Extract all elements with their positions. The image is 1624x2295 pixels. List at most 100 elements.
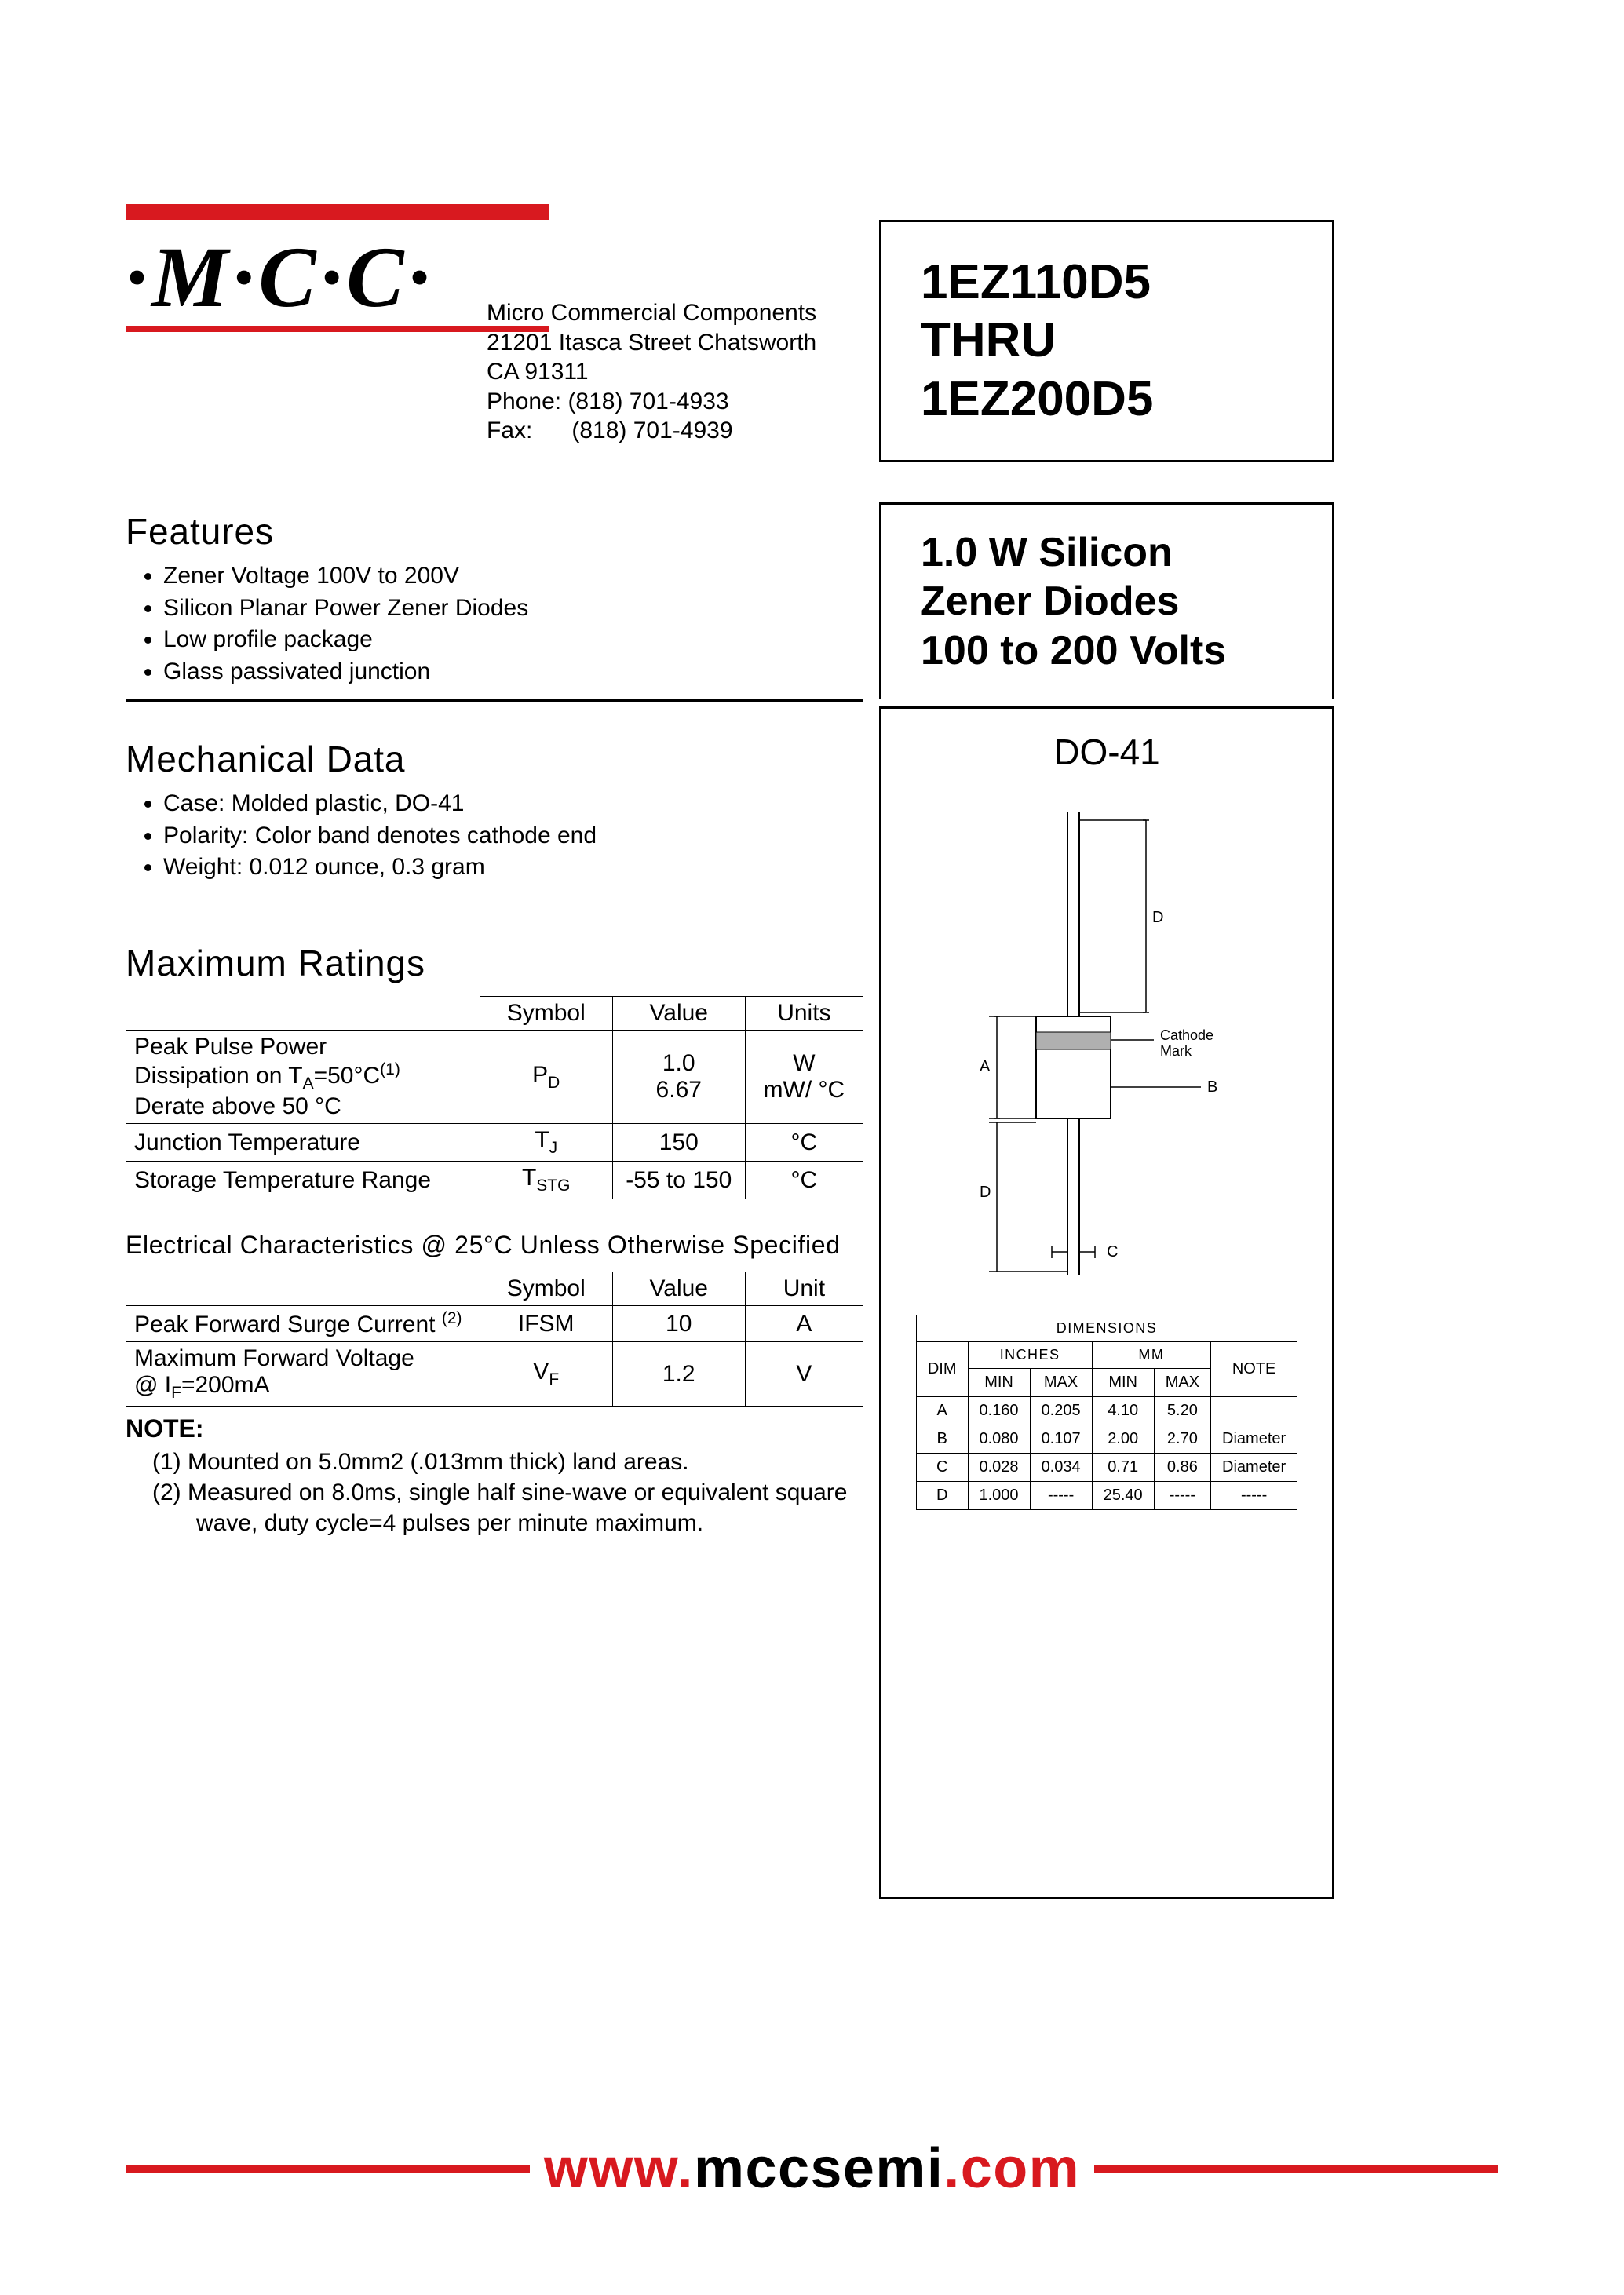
subtitle-box: 1.0 W Silicon Zener Diodes 100 to 200 Vo… bbox=[879, 502, 1334, 699]
dim-col-header: DIM bbox=[916, 1342, 968, 1397]
dim-row: D 1.000----- 25.40----- ----- bbox=[916, 1482, 1297, 1510]
company-addr2: CA 91311 bbox=[487, 357, 816, 387]
table-row: Storage Temperature Range TSTG -55 to 15… bbox=[126, 1162, 863, 1199]
company-addr1: 21201 Itasca Street Chatsworth bbox=[487, 328, 816, 358]
brand-bar-bottom bbox=[126, 326, 549, 332]
datasheet-page: ·M·C·C· Micro Commercial Components 2120… bbox=[0, 0, 1624, 2295]
col-units: Units bbox=[745, 997, 863, 1031]
symbol-cell: IFSM bbox=[480, 1306, 612, 1342]
sub-max-mm: MAX bbox=[1154, 1369, 1210, 1397]
subtitle-line1: 1.0 W Silicon bbox=[921, 528, 1308, 577]
units-cell: WmW/ °C bbox=[745, 1031, 863, 1124]
dims-title: DIMENSIONS bbox=[916, 1315, 1297, 1342]
param-cell: Junction Temperature bbox=[126, 1124, 480, 1162]
brand-bar-top bbox=[126, 204, 549, 220]
value-cell: 10 bbox=[612, 1306, 745, 1342]
note-item: (1) Mounted on 5.0mm2 (.013mm thick) lan… bbox=[196, 1447, 863, 1477]
dim-b: B bbox=[1207, 1078, 1217, 1096]
footer-line-left bbox=[126, 2165, 530, 2173]
elec-table: Symbol Value Unit Peak Forward Surge Cur… bbox=[126, 1272, 863, 1407]
note-item: (2) Measured on 8.0ms, single half sine-… bbox=[196, 1477, 863, 1538]
symbol-cell: PD bbox=[480, 1031, 612, 1124]
features-heading: Features bbox=[126, 510, 863, 553]
value-cell: 1.06.67 bbox=[612, 1031, 745, 1124]
features-list: Zener Voltage 100V to 200VSilicon Planar… bbox=[126, 560, 863, 688]
company-phone: Phone: (818) 701-4933 bbox=[487, 387, 816, 417]
footer-line-right bbox=[1094, 2165, 1498, 2173]
inches-header: INCHES bbox=[968, 1342, 1092, 1369]
elec-col-unit: Unit bbox=[745, 1272, 863, 1306]
package-name: DO-41 bbox=[881, 731, 1332, 773]
company-fax: Fax: (818) 701-4939 bbox=[487, 416, 816, 446]
part-title-box: 1EZ110D5 THRU 1EZ200D5 bbox=[879, 220, 1334, 462]
feature-item: Silicon Planar Power Zener Diodes bbox=[163, 593, 863, 625]
dim-row: C 0.0280.034 0.710.86 Diameter bbox=[916, 1454, 1297, 1482]
company-info: Micro Commercial Components 21201 Itasca… bbox=[487, 298, 816, 446]
dim-c: C bbox=[1107, 1243, 1118, 1261]
table-row: Maximum Forward Voltage@ IF=200mA VF 1.2… bbox=[126, 1342, 863, 1407]
footer: www.mccsemi.com bbox=[126, 2136, 1498, 2201]
units-cell: V bbox=[745, 1342, 863, 1407]
maximum-ratings-section: Maximum Ratings Symbol Value Units Peak … bbox=[126, 942, 863, 1562]
note-heading: NOTE: bbox=[126, 1414, 863, 1443]
cathode-mark-label-2: Mark bbox=[1160, 1043, 1192, 1059]
feature-item: Zener Voltage 100V to 200V bbox=[163, 560, 863, 593]
elec-col-value: Value bbox=[612, 1272, 745, 1306]
sub-min-in: MIN bbox=[968, 1369, 1030, 1397]
subtitle-line2: Zener Diodes bbox=[921, 577, 1308, 626]
dim-row: A 0.1600.205 4.105.20 bbox=[916, 1397, 1297, 1425]
mechdata-list: Case: Molded plastic, DO-41Polarity: Col… bbox=[126, 788, 863, 884]
mechanical-data-section: Mechanical Data Case: Molded plastic, DO… bbox=[126, 738, 863, 884]
section-rule bbox=[126, 699, 863, 702]
col-symbol: Symbol bbox=[480, 997, 612, 1031]
notes-list: (1) Mounted on 5.0mm2 (.013mm thick) lan… bbox=[126, 1447, 863, 1538]
package-box: DO-41 D A Cathode Mark bbox=[879, 706, 1334, 1899]
value-cell: -55 to 150 bbox=[612, 1162, 745, 1199]
dim-d-top: D bbox=[1152, 909, 1163, 926]
diode-outline-drawing: D A Cathode Mark B bbox=[942, 805, 1272, 1291]
subtitle-line3: 100 to 200 Volts bbox=[921, 626, 1308, 675]
value-cell: 1.2 bbox=[612, 1342, 745, 1407]
elec-heading: Electrical Characteristics @ 25°C Unless… bbox=[126, 1231, 863, 1260]
param-cell: Peak Pulse PowerDissipation on TA=50°C(1… bbox=[126, 1031, 480, 1124]
sub-max-in: MAX bbox=[1030, 1369, 1092, 1397]
company-name: Micro Commercial Components bbox=[487, 298, 816, 328]
feature-item: Low profile package bbox=[163, 624, 863, 656]
cathode-mark-label-1: Cathode bbox=[1160, 1027, 1213, 1043]
table-row: Junction Temperature TJ 150 °C bbox=[126, 1124, 863, 1162]
mm-header: MM bbox=[1092, 1342, 1210, 1369]
dim-row: B 0.0800.107 2.002.70 Diameter bbox=[916, 1425, 1297, 1454]
units-cell: °C bbox=[745, 1124, 863, 1162]
footer-url: www.mccsemi.com bbox=[544, 2136, 1080, 2201]
mechdata-item: Weight: 0.012 ounce, 0.3 gram bbox=[163, 852, 863, 884]
param-cell: Maximum Forward Voltage@ IF=200mA bbox=[126, 1342, 480, 1407]
symbol-cell: TJ bbox=[480, 1124, 612, 1162]
dimensions-table: DIMENSIONS DIM INCHES MM NOTE MIN MAX MI… bbox=[916, 1315, 1297, 1510]
symbol-cell: TSTG bbox=[480, 1162, 612, 1199]
note-col-header: NOTE bbox=[1211, 1342, 1297, 1397]
title-line1: 1EZ110D5 bbox=[921, 254, 1308, 312]
elec-col-symbol: Symbol bbox=[480, 1272, 612, 1306]
dim-a: A bbox=[980, 1058, 991, 1075]
sub-min-mm: MIN bbox=[1092, 1369, 1154, 1397]
title-line3: 1EZ200D5 bbox=[921, 370, 1308, 429]
table-row: Peak Pulse PowerDissipation on TA=50°C(1… bbox=[126, 1031, 863, 1124]
mechdata-item: Case: Molded plastic, DO-41 bbox=[163, 788, 863, 820]
maxratings-heading: Maximum Ratings bbox=[126, 942, 863, 984]
title-line2: THRU bbox=[921, 312, 1308, 370]
table-row: Peak Forward Surge Current (2) IFSM 10 A bbox=[126, 1306, 863, 1342]
symbol-cell: VF bbox=[480, 1342, 612, 1407]
units-cell: °C bbox=[745, 1162, 863, 1199]
feature-item: Glass passivated junction bbox=[163, 656, 863, 688]
footer-rule: www.mccsemi.com bbox=[126, 2136, 1498, 2201]
features-section: Features Zener Voltage 100V to 200VSilic… bbox=[126, 510, 863, 702]
maxratings-table: Symbol Value Units Peak Pulse PowerDissi… bbox=[126, 996, 863, 1199]
dim-d-bottom: D bbox=[980, 1184, 991, 1201]
param-cell: Peak Forward Surge Current (2) bbox=[126, 1306, 480, 1342]
col-value: Value bbox=[612, 997, 745, 1031]
mcc-logo: ·M·C·C· bbox=[126, 228, 434, 327]
mechdata-heading: Mechanical Data bbox=[126, 738, 863, 780]
param-cell: Storage Temperature Range bbox=[126, 1162, 480, 1199]
mechdata-item: Polarity: Color band denotes cathode end bbox=[163, 820, 863, 852]
value-cell: 150 bbox=[612, 1124, 745, 1162]
